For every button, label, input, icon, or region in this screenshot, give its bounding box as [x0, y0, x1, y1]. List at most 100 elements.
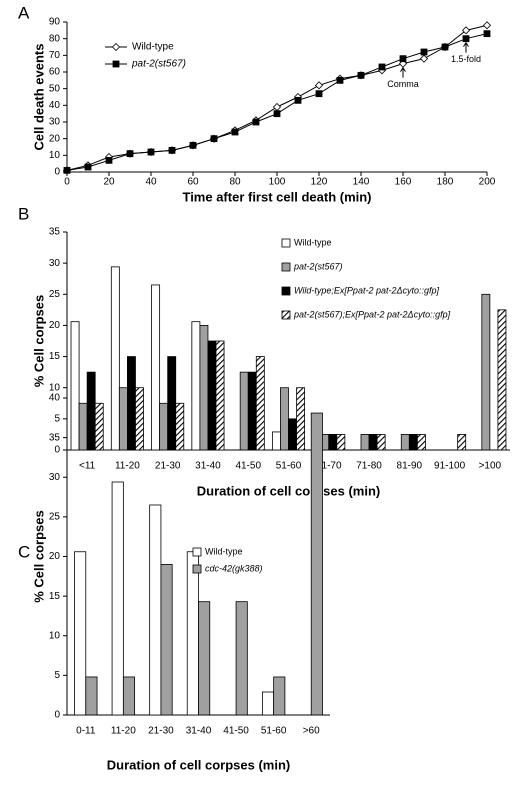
- bar: [74, 551, 87, 716]
- marker: [147, 148, 155, 156]
- y-tick-label: 20: [49, 133, 61, 144]
- bar: [457, 434, 467, 451]
- marker: [126, 150, 134, 158]
- y-tick-label: 10: [49, 382, 61, 393]
- marker: [461, 26, 471, 35]
- bar: [215, 340, 225, 451]
- legend-label: Wild-type: [294, 237, 332, 247]
- y-tick-label: 25: [49, 289, 61, 300]
- marker: [231, 128, 239, 136]
- panel-label: B: [18, 204, 29, 223]
- bar: [175, 402, 185, 451]
- bar: [191, 321, 201, 451]
- marker: [399, 55, 407, 63]
- y-tick-label: 40: [49, 393, 61, 404]
- bar: [481, 293, 491, 451]
- bar: [149, 504, 162, 716]
- marker: [273, 110, 281, 118]
- y-axis-title: % Cell corpses: [31, 510, 46, 603]
- marker: [272, 102, 282, 112]
- y-tick-label: 35: [49, 432, 61, 443]
- bar: [280, 387, 289, 451]
- x-tick-label: 60: [187, 177, 199, 188]
- x-tick-label: 41-50: [235, 461, 261, 472]
- marker: [168, 146, 176, 154]
- x-tick-label: <11: [79, 461, 96, 472]
- legend-label: pat-2(st567): [293, 261, 343, 271]
- bar: [497, 309, 507, 451]
- x-tick-label: 71-80: [356, 461, 382, 472]
- bar: [94, 402, 104, 451]
- x-tick-label: >60: [303, 726, 320, 737]
- y-tick-label: 30: [49, 258, 61, 269]
- bar: [118, 387, 128, 451]
- marker: [357, 71, 365, 79]
- bar: [111, 481, 124, 716]
- y-tick-label: 35: [49, 227, 61, 238]
- bar: [199, 325, 209, 451]
- y-tick-label: 5: [54, 670, 60, 681]
- x-tick-label: 40: [145, 177, 157, 188]
- x-tick-label: 61-70: [316, 461, 342, 472]
- bar: [127, 356, 136, 451]
- bar: [110, 266, 120, 451]
- y-axis-title: % Cell corpses: [31, 295, 46, 388]
- annotation: 1.5-fold: [451, 54, 481, 64]
- bar: [86, 371, 96, 451]
- marker: [419, 54, 429, 63]
- legend-marker: [111, 42, 121, 52]
- x-tick-label: 0-11: [76, 726, 96, 737]
- x-tick-label: 160: [395, 177, 412, 188]
- marker: [252, 118, 260, 126]
- bar: [328, 434, 338, 451]
- y-tick-label: 20: [49, 551, 61, 562]
- y-tick-label: 15: [49, 591, 61, 602]
- bar: [255, 356, 265, 451]
- marker: [462, 35, 470, 43]
- y-tick-label: 40: [49, 100, 61, 111]
- x-axis-title: Time after first cell death (min): [182, 189, 371, 204]
- legend-label: pat-2(st567): [131, 59, 186, 70]
- marker: [483, 30, 491, 38]
- marker: [63, 166, 71, 174]
- y-tick-label: 50: [49, 83, 61, 94]
- y-tick-label: 30: [49, 117, 61, 128]
- y-tick-label: 5: [54, 413, 60, 424]
- legend-label: Wild-type: [205, 546, 243, 556]
- marker: [315, 90, 323, 98]
- bar: [235, 601, 248, 716]
- bar: [296, 387, 306, 451]
- bar: [122, 676, 136, 716]
- y-tick-label: 10: [49, 150, 61, 161]
- panel-label: A: [18, 3, 30, 22]
- bar: [261, 691, 275, 716]
- marker: [84, 163, 92, 171]
- legend-swatch: [281, 238, 291, 248]
- y-axis-title: Cell death events: [31, 44, 46, 151]
- legend-swatch: [281, 262, 291, 272]
- legend-swatch: [192, 564, 202, 574]
- x-tick-label: 51-60: [276, 461, 302, 472]
- y-tick-label: 90: [49, 17, 61, 28]
- x-tick-label: 180: [437, 177, 454, 188]
- x-tick-label: 31-40: [186, 726, 212, 737]
- marker: [420, 48, 428, 56]
- y-tick-label: 70: [49, 50, 61, 61]
- x-tick-label: 200: [479, 177, 496, 188]
- y-tick-label: 0: [54, 445, 60, 456]
- legend-label: pat-2(st567);Ex[Ppat-2 pat-2Δcyto::gfp]: [293, 309, 451, 319]
- bar: [416, 434, 426, 451]
- marker: [378, 63, 386, 71]
- bar: [400, 434, 410, 451]
- bar: [78, 402, 88, 451]
- marker: [441, 43, 449, 51]
- annotation-arrow: [463, 41, 469, 53]
- bar: [70, 321, 80, 451]
- bar: [159, 402, 169, 451]
- x-tick-label: 91-100: [434, 461, 466, 472]
- x-tick-label: 80: [229, 177, 241, 188]
- x-tick-label: 100: [269, 177, 286, 188]
- x-tick-label: 11-20: [115, 461, 140, 472]
- x-tick-label: 0: [64, 177, 70, 188]
